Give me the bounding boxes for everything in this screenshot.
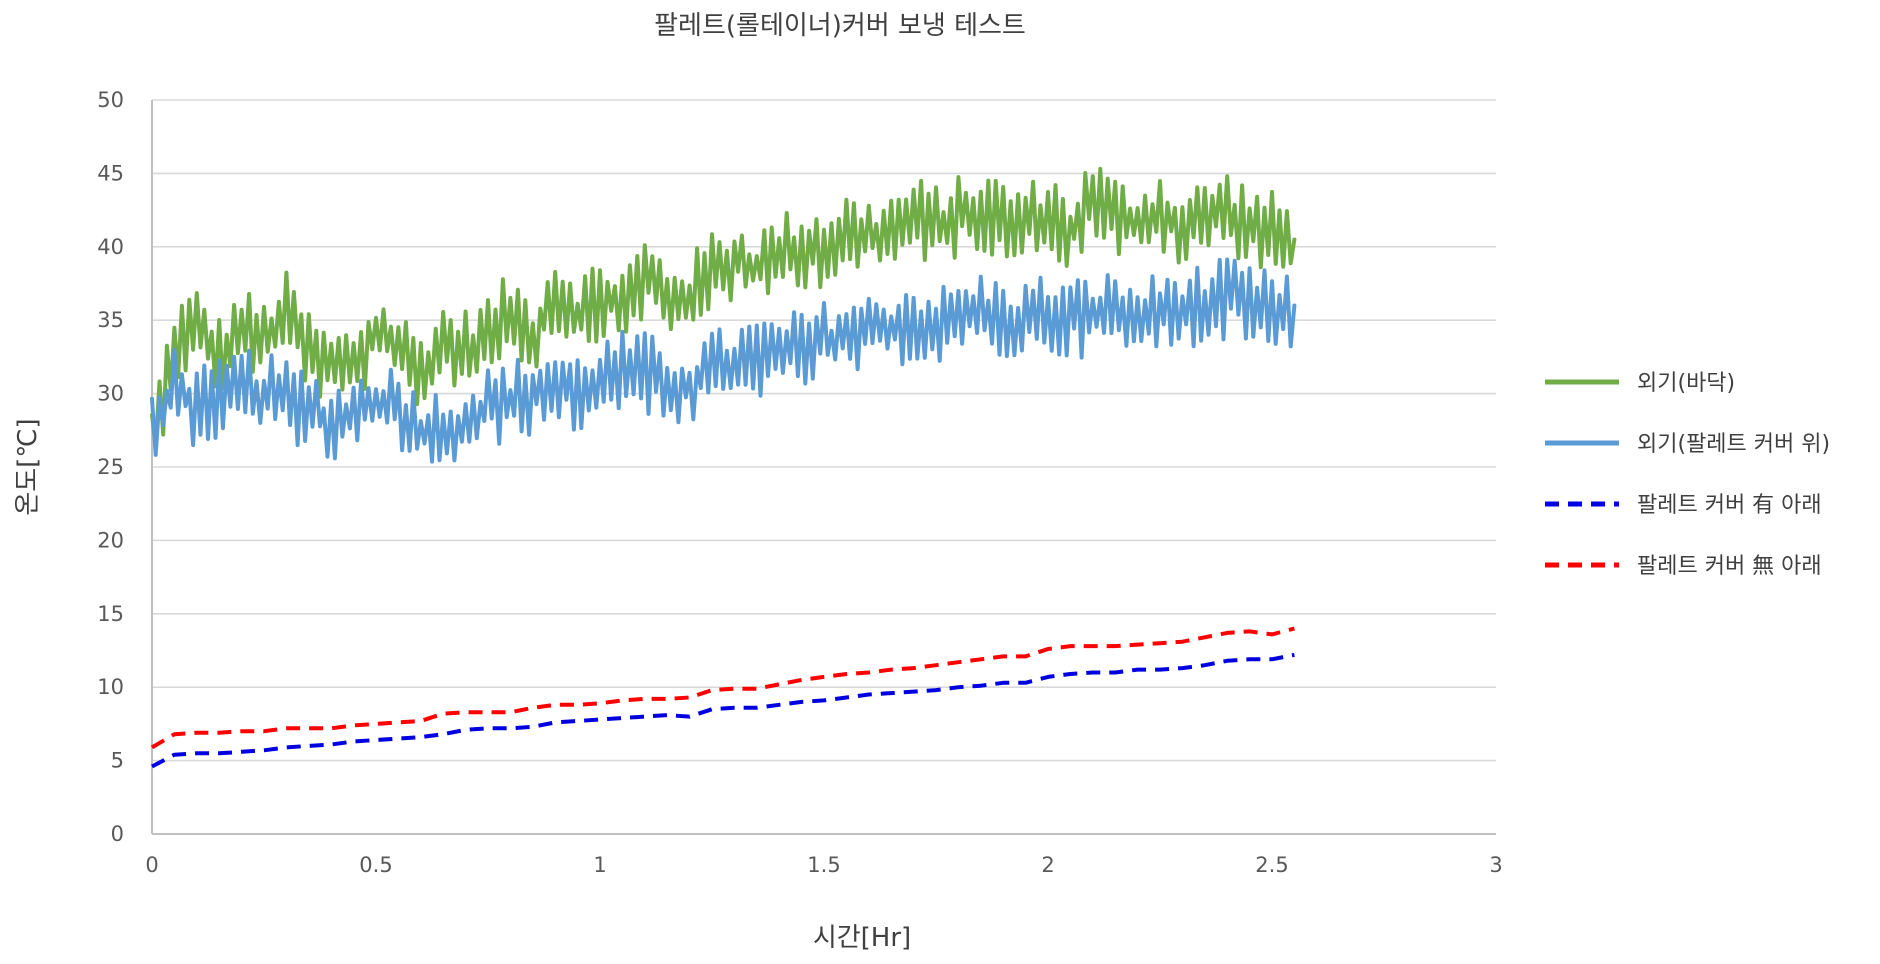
series-lines: [150, 166, 1297, 769]
y-tick-label: 5: [111, 749, 124, 773]
y-tick-label: 15: [97, 602, 124, 626]
y-axis-title: 온도[℃]: [13, 418, 43, 515]
series-line-3: [151, 652, 1295, 769]
x-tick-label: 2: [1041, 853, 1054, 877]
series-line-4: [150, 626, 1295, 750]
legend-label-2: 외기(팔레트 커버 위): [1637, 432, 1830, 457]
x-tick-label: 1.5: [807, 853, 840, 877]
x-axis-title: 시간[Hr]: [813, 923, 911, 953]
x-axis-ticks: 0 0.5 1 1.5 2 2.5 3: [145, 853, 1502, 877]
y-tick-label: 50: [97, 88, 124, 112]
x-tick-label: 1: [593, 853, 606, 877]
gridlines: [152, 99, 1496, 762]
x-tick-label: 2.5: [1255, 853, 1288, 877]
y-tick-label: 35: [97, 308, 124, 332]
y-tick-label: 25: [97, 455, 124, 479]
y-tick-label: 0: [111, 822, 124, 846]
x-tick-label: 0.5: [359, 853, 392, 877]
legend-label-4: 팔레트 커버 無 아래: [1637, 554, 1822, 579]
y-tick-label: 10: [97, 675, 124, 699]
y-tick-label: 30: [97, 382, 124, 406]
y-tick-label: 20: [97, 528, 124, 552]
y-tick-label: 45: [97, 161, 124, 185]
x-tick-label: 0: [145, 853, 158, 877]
series-line-1: [150, 166, 1297, 449]
legend-label-1: 외기(바닥): [1637, 371, 1735, 396]
legend-label-3: 팔레트 커버 有 아래: [1637, 493, 1822, 518]
y-tick-label: 40: [97, 235, 124, 259]
y-axis-ticks: 0 5 10 15 20 25 30 35 40 45 50: [97, 88, 124, 846]
chart-title: 팔레트(롤테이너)커버 보냉 테스트: [654, 11, 1026, 41]
x-tick-label: 3: [1489, 853, 1502, 877]
series-line-2: [150, 257, 1297, 464]
